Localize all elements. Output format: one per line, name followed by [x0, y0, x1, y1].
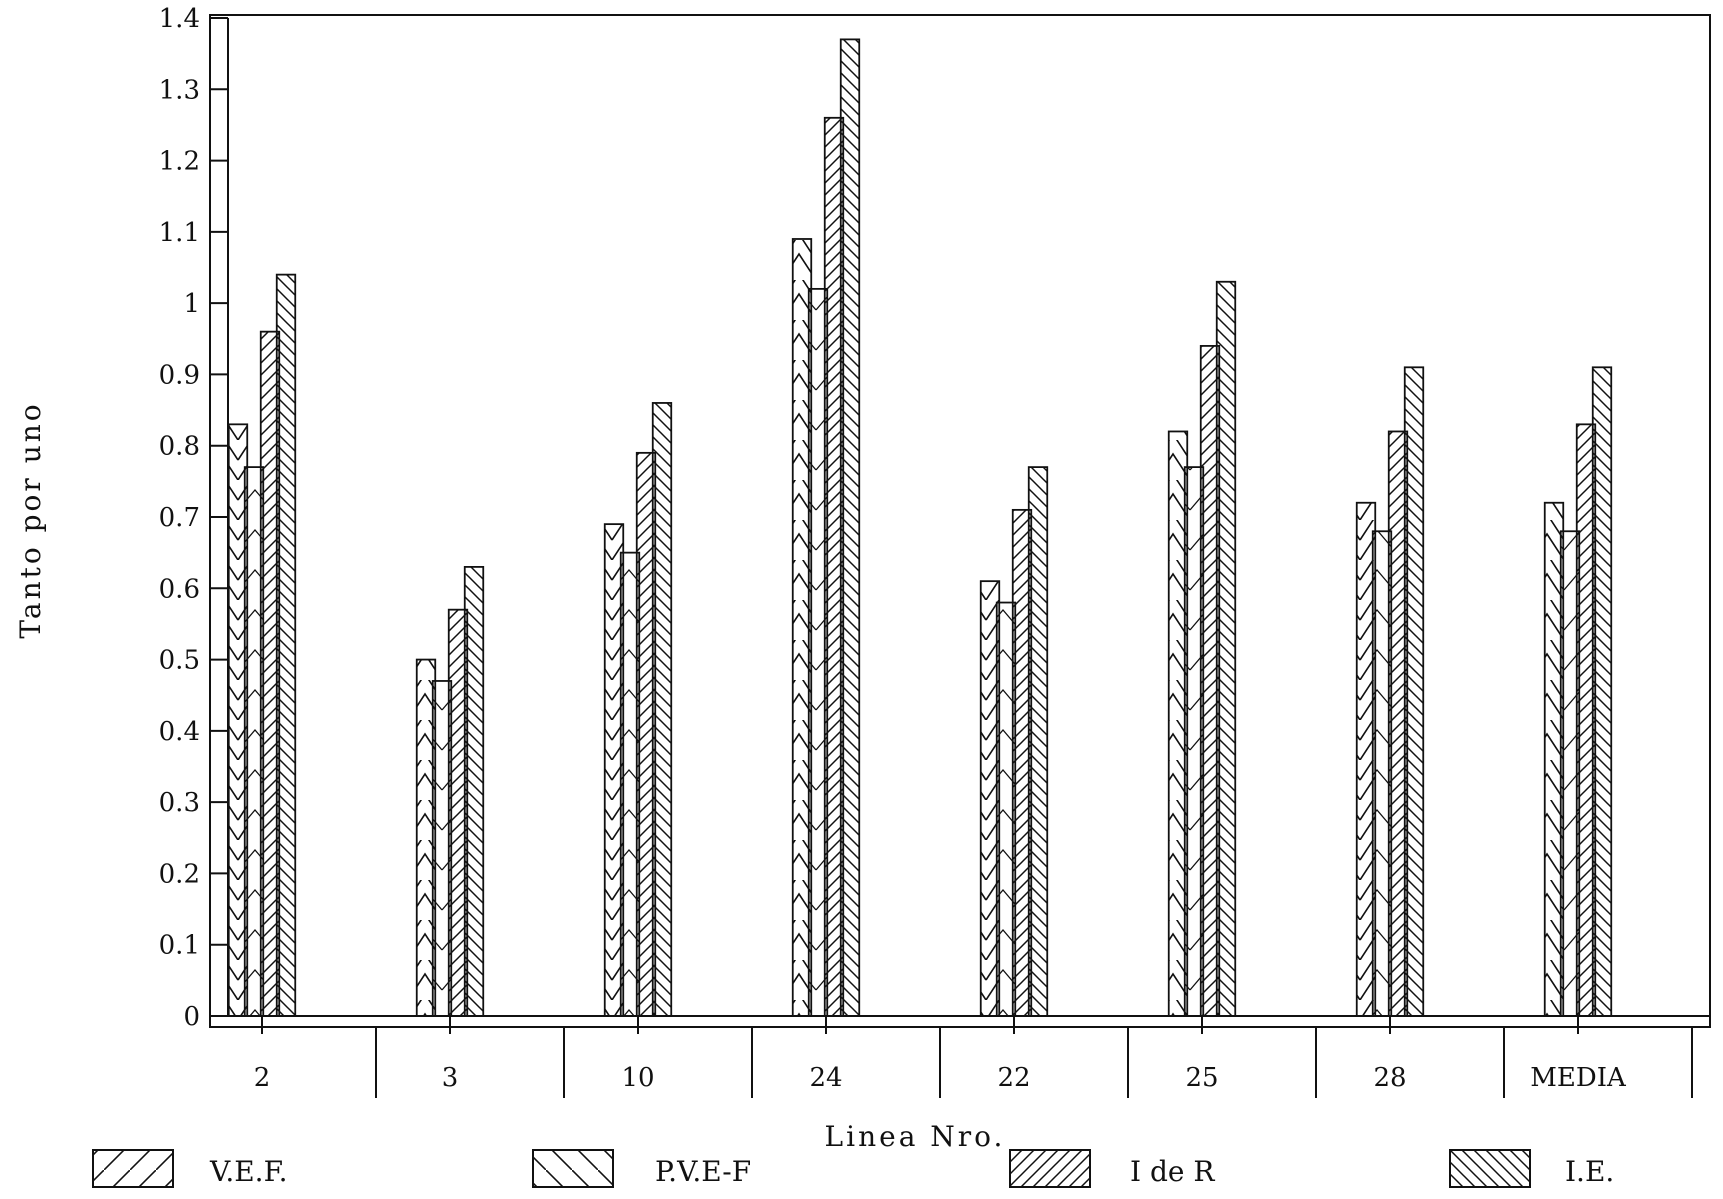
bar-i-e--3 — [463, 566, 485, 1017]
x-tick-label: 24 — [809, 1063, 842, 1093]
x-axis: 2 3 10 24 22 25 28 MEDIA — [210, 1015, 1710, 1098]
legend: V.E.F. P.V.E-F I de R I.E. — [92, 1149, 1614, 1188]
x-tick-label: 25 — [1185, 1063, 1218, 1093]
y-tick-label: 0.3 — [159, 788, 200, 818]
bar-i-e--24 — [839, 38, 861, 1017]
x-tick-label: 22 — [997, 1063, 1030, 1093]
bar-i-e--22 — [1027, 466, 1049, 1017]
y-tick-label: 0.5 — [159, 646, 200, 676]
bar-i-e--10 — [651, 402, 673, 1017]
y-tick-label: 1 — [183, 289, 200, 319]
y-tick-label: 0.1 — [159, 931, 200, 961]
x-tick-label: 10 — [621, 1063, 654, 1093]
y-tick-label: 1.2 — [159, 147, 200, 177]
y-tick-label: 1.1 — [159, 218, 200, 248]
plot-area-frame — [209, 14, 1711, 1028]
y-tick-label: 0.7 — [159, 503, 200, 533]
y-tick-label: 0.8 — [159, 432, 200, 462]
bars — [227, 38, 1613, 1017]
legend-swatch — [1009, 1149, 1091, 1188]
y-tick-label: 0.4 — [159, 717, 200, 747]
bar-i-e--28 — [1403, 366, 1425, 1017]
x-axis-title: Linea Nro. — [825, 1120, 1006, 1153]
bar-i-e--25 — [1215, 280, 1237, 1017]
y-tick-label: 0.2 — [159, 859, 200, 889]
y-tick-label: 0.9 — [159, 360, 200, 390]
y-tick-label: 0.6 — [159, 574, 200, 604]
bar-i-e--media — [1591, 366, 1613, 1017]
legend-swatch — [1449, 1149, 1531, 1188]
y-axis: 0 0.1 0.2 0.3 0.4 0.5 0.6 0.7 0.8 0.9 1 1.1 1.2 1.3 1.… — [159, 4, 229, 1032]
legend-label: V.E.F. — [209, 1155, 288, 1188]
legend-swatch — [92, 1149, 174, 1188]
x-tick-label: 3 — [442, 1063, 459, 1093]
y-tick-label: 0 — [183, 1002, 200, 1032]
x-tick-label: 28 — [1373, 1063, 1406, 1093]
x-tick-label: 2 — [254, 1063, 271, 1093]
legend-swatch — [532, 1149, 614, 1188]
y-tick-label: 1.3 — [159, 75, 200, 105]
legend-label: I de R — [1130, 1155, 1215, 1188]
x-tick-label: MEDIA — [1530, 1063, 1627, 1093]
bar-i-e--2 — [275, 273, 297, 1017]
legend-label: I.E. — [1565, 1155, 1614, 1188]
y-axis-title: Tanto por uno — [14, 401, 47, 638]
y-tick-label: 1.4 — [159, 4, 200, 34]
legend-label: P.V.E-F — [655, 1155, 751, 1188]
